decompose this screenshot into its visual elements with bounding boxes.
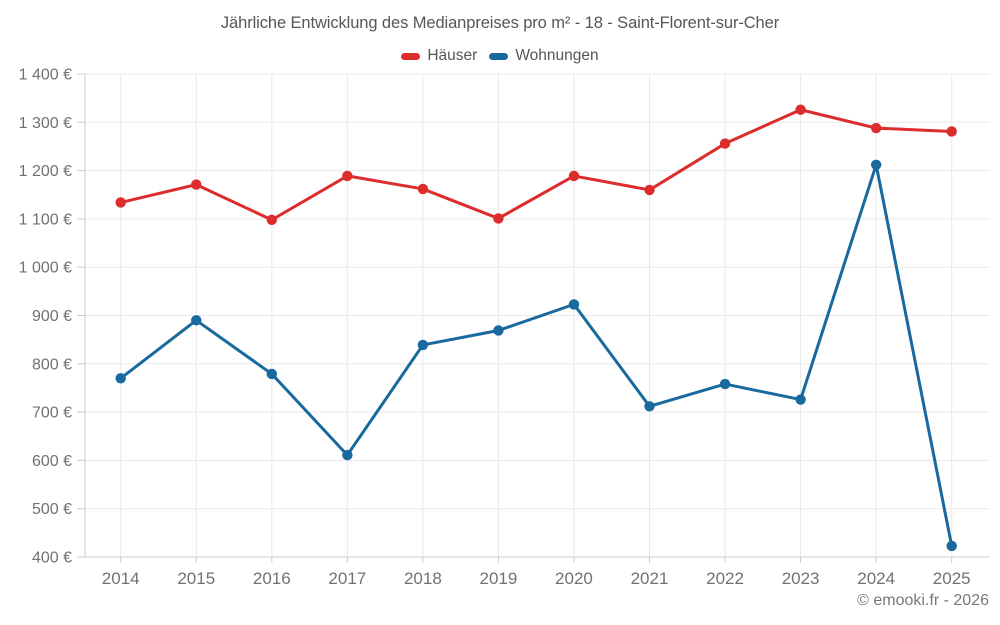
y-axis-tick-label: 800 € <box>32 356 72 373</box>
y-axis-tick-label: 1 400 € <box>19 67 72 84</box>
legend-label-hauser: Häuser <box>427 47 478 64</box>
x-axis-tick-label: 2023 <box>782 569 820 588</box>
data-point-wohnungen-2020[interactable] <box>568 299 580 310</box>
copyright-credit: © emooki.fr - 2026 <box>857 592 989 609</box>
legend-label-wohnungen: Wohnungen <box>515 47 599 64</box>
data-point-häuser-2020[interactable] <box>568 170 580 182</box>
y-axis-tick-label: 1 300 € <box>19 115 72 132</box>
data-point-häuser-2021[interactable] <box>644 184 655 196</box>
data-point-wohnungen-2017[interactable] <box>342 449 353 461</box>
x-axis-tick-label: 2022 <box>706 569 744 588</box>
data-point-häuser-2022[interactable] <box>719 138 731 149</box>
data-point-häuser-2016[interactable] <box>266 214 277 226</box>
x-axis-tick-label: 2020 <box>555 569 593 588</box>
series-line-häuser <box>119 108 954 222</box>
data-point-häuser-2019[interactable] <box>493 213 504 224</box>
series-line-wohnungen <box>119 163 954 548</box>
data-point-häuser-2024[interactable] <box>870 122 882 134</box>
data-point-wohnungen-2018[interactable] <box>417 339 429 351</box>
data-point-wohnungen-2014[interactable] <box>115 373 126 384</box>
data-point-häuser-2015[interactable] <box>191 179 202 190</box>
chart-legend: Häuser Wohnungen <box>0 47 1000 65</box>
data-point-wohnungen-2025[interactable] <box>946 540 957 552</box>
wohnungen-series-swatch-icon <box>489 52 509 60</box>
x-axis-tick-label: 2021 <box>631 569 669 588</box>
chart-title: Jährliche Entwicklung des Medianpreises … <box>220 14 780 32</box>
data-point-häuser-2023[interactable] <box>795 104 806 115</box>
legend-item-wohnungen[interactable]: Wohnungen <box>489 47 599 65</box>
data-point-wohnungen-2024[interactable] <box>870 159 882 171</box>
x-axis-tick-label: 2015 <box>177 569 215 588</box>
y-axis-tick-label: 1 200 € <box>19 163 72 180</box>
y-axis-tick-label: 1 000 € <box>19 260 72 277</box>
y-axis-tick-label: 600 € <box>32 453 72 470</box>
y-axis-tick-label: 900 € <box>32 308 72 325</box>
data-point-wohnungen-2016[interactable] <box>266 368 277 380</box>
x-axis-tick-label: 2025 <box>933 569 971 588</box>
x-axis-tick-label: 2014 <box>102 569 140 588</box>
data-point-häuser-2014[interactable] <box>115 197 126 208</box>
data-point-wohnungen-2022[interactable] <box>719 378 731 390</box>
x-axis-tick-label: 2016 <box>253 569 291 588</box>
y-axis-tick-label: 500 € <box>32 501 72 518</box>
y-axis-tick-label: 700 € <box>32 405 72 422</box>
data-point-wohnungen-2021[interactable] <box>644 401 655 412</box>
y-axis-tick-label: 1 100 € <box>19 211 72 228</box>
data-point-wohnungen-2015[interactable] <box>191 315 202 326</box>
data-point-häuser-2018[interactable] <box>417 183 429 195</box>
data-point-häuser-2025[interactable] <box>946 126 957 137</box>
hauser-series-swatch-icon <box>401 52 421 60</box>
legend-item-hauser[interactable]: Häuser <box>401 47 477 65</box>
data-point-wohnungen-2019[interactable] <box>493 325 504 336</box>
data-point-häuser-2017[interactable] <box>342 170 353 182</box>
y-axis-tick-label: 400 € <box>32 550 72 567</box>
data-point-wohnungen-2023[interactable] <box>795 394 806 405</box>
x-axis-tick-label: 2024 <box>857 569 895 588</box>
x-axis-tick-label: 2019 <box>480 569 518 588</box>
x-axis-tick-label: 2017 <box>328 569 366 588</box>
x-axis-tick-label: 2018 <box>404 569 442 588</box>
